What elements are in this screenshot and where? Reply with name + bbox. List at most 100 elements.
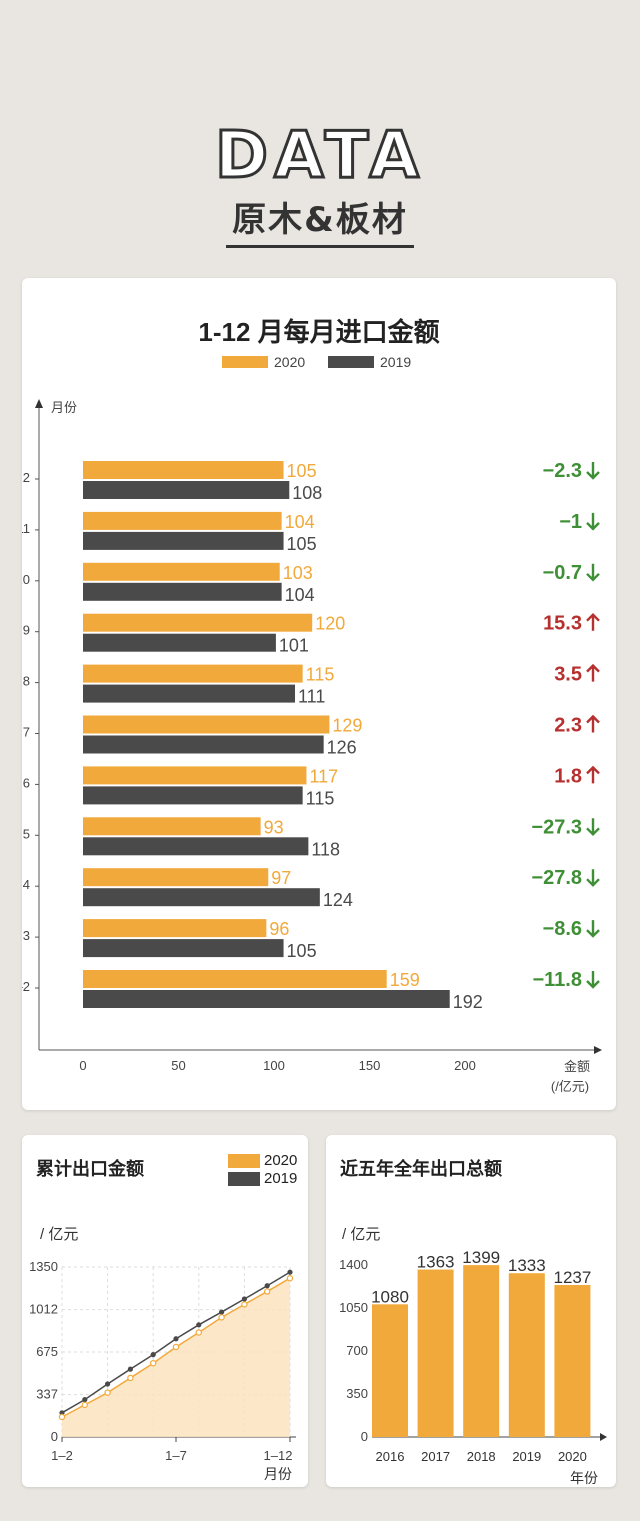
- data-label: 1363: [417, 1253, 455, 1272]
- data-label-2020: 120: [315, 614, 345, 634]
- data-label-2020: 93: [264, 817, 284, 837]
- header-subtitle: 原木&板材: [226, 192, 414, 248]
- y-tick-label: 337: [36, 1387, 58, 1402]
- cumulative-export-card: 累计出口金额 2020 2019 / 亿元 0 337 675 1012 1350 1–2 1…: [22, 1135, 308, 1487]
- legend-label-2020: 2020: [274, 354, 306, 370]
- x-axis-title-line1: 金额: [564, 1059, 590, 1074]
- x-tick-label: 100: [263, 1058, 285, 1073]
- bar-2019: [83, 786, 303, 805]
- cumulative-line-chart: / 亿元 0 337 675 1012 1350 1–2 1–7 1–12 月份: [29, 1226, 296, 1482]
- data-label-2020: 105: [287, 461, 317, 481]
- y-tick-label: 0: [51, 1429, 58, 1444]
- x-tick-label: 1–2: [51, 1448, 73, 1463]
- data-label-2019: 124: [323, 890, 353, 910]
- point-2019: [150, 1352, 156, 1358]
- bar-2019: [83, 939, 284, 958]
- point-2019: [105, 1381, 111, 1387]
- point-2020: [104, 1389, 111, 1396]
- point-2020: [127, 1374, 134, 1382]
- change-label: 3.5: [554, 664, 582, 686]
- change-label: 15.3: [543, 613, 582, 635]
- data-label: 1237: [553, 1268, 591, 1287]
- legend-swatch-2019: [328, 356, 374, 368]
- y-tick-label: 11: [22, 521, 30, 536]
- data-label-2020: 115: [306, 665, 335, 685]
- arrow-up-icon: [586, 613, 600, 631]
- change-label: −27.8: [531, 867, 582, 889]
- point-2019: [287, 1269, 293, 1275]
- data-label-2019: 101: [279, 636, 309, 656]
- y-tick-label: 1–2: [22, 979, 30, 994]
- y-axis-arrow: [35, 399, 43, 408]
- bar-2020: [83, 613, 313, 632]
- y-tick-label: 700: [346, 1343, 368, 1358]
- point-2019: [82, 1397, 88, 1403]
- x-axis-title: 月份: [264, 1466, 292, 1482]
- arrow-down-icon: [586, 818, 600, 836]
- data-label-2020: 97: [271, 868, 291, 888]
- point-2020: [218, 1314, 225, 1321]
- data-label-2020: 104: [285, 512, 315, 532]
- y-tick-label: 1050: [339, 1300, 368, 1315]
- point-2019: [173, 1336, 179, 1342]
- five-year-chart-title: 近五年全年出口总额: [340, 1159, 502, 1179]
- cum-legend-label-2020: 2020: [264, 1152, 298, 1169]
- y-tick-label: 12: [22, 470, 30, 485]
- point-2020: [149, 1360, 157, 1367]
- legend-swatch-2020: [222, 356, 268, 368]
- monthly-import-card: 1-12 月每月进口金额 2020 2019 月份 金额 (/亿元) 0 50 100 15…: [22, 278, 616, 1110]
- arrow-up-icon: [586, 714, 600, 733]
- data-label-2019: 118: [311, 839, 340, 859]
- bar-2020: [83, 817, 261, 836]
- x-tick-label: 1–7: [165, 1448, 187, 1463]
- y-tick-label: 675: [36, 1344, 58, 1359]
- point-2020: [58, 1413, 66, 1421]
- y-tick-label: 1350: [29, 1259, 58, 1274]
- bar-2019: [83, 684, 296, 703]
- data-label-2020: 159: [390, 970, 420, 990]
- data-label-2019: 105: [287, 534, 317, 554]
- y-axis-title: / 亿元: [40, 1226, 78, 1243]
- bar-2020: [83, 868, 269, 887]
- legend-2019: 2019: [328, 354, 411, 370]
- monthly-bar-chart: 月份金额(/亿元)05010015020012105108−2.31110410…: [22, 399, 602, 1094]
- cum-legend-swatch-2020: [228, 1153, 260, 1168]
- point-2019: [264, 1283, 270, 1289]
- bar-year: [372, 1304, 408, 1437]
- arrow-up-icon: [586, 663, 600, 682]
- data-label: 1080: [371, 1287, 409, 1306]
- point-2019: [127, 1366, 133, 1372]
- x-axis-arrow: [600, 1433, 607, 1441]
- bar-2019: [83, 990, 450, 1008]
- x-axis-arrow: [594, 1046, 602, 1054]
- y-tick-label: 1012: [29, 1302, 58, 1317]
- x-tick-label: 0: [79, 1058, 86, 1073]
- y-tick-label: 3: [23, 928, 30, 943]
- bar-2019: [83, 633, 276, 652]
- arrow-down-icon: [586, 971, 600, 989]
- arrow-down-icon: [586, 920, 600, 938]
- y-tick-label: 0: [361, 1429, 368, 1444]
- cum-legend-2019: 2019: [228, 1170, 297, 1187]
- bar-2019: [83, 888, 320, 907]
- point-2019: [241, 1296, 247, 1302]
- y-tick-label: 350: [346, 1386, 368, 1401]
- arrow-up-icon: [586, 765, 600, 784]
- point-2020: [81, 1401, 89, 1409]
- x-tick-label: 200: [454, 1058, 476, 1073]
- point-2019: [219, 1309, 225, 1315]
- data-label-2019: 126: [327, 738, 357, 758]
- data-label-2019: 115: [306, 788, 335, 808]
- data-label-2020: 129: [332, 716, 362, 736]
- cum-legend-2020: 2020: [228, 1152, 297, 1169]
- bar-2020: [83, 970, 387, 988]
- x-axis-title: 年份: [570, 1470, 598, 1486]
- bar-year: [417, 1269, 454, 1437]
- bar-2019: [83, 582, 282, 601]
- y-axis-title: 月份: [51, 400, 77, 415]
- change-label: −27.3: [531, 816, 582, 838]
- data-label-2019: 108: [292, 483, 322, 503]
- bar-2019: [83, 837, 309, 856]
- legend-label-2019: 2019: [380, 354, 412, 370]
